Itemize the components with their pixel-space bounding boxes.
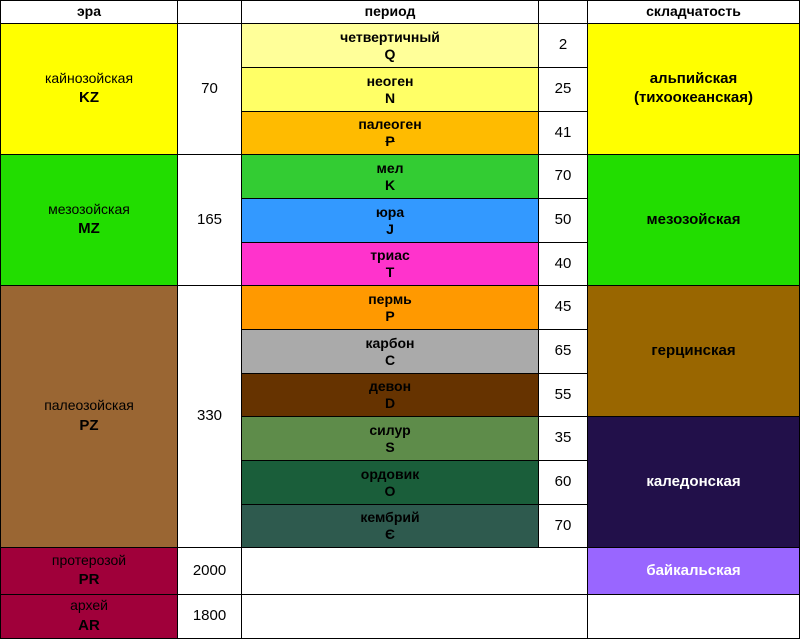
period-devonian: девон D bbox=[241, 373, 539, 417]
header-folding: складчатость bbox=[587, 0, 800, 24]
era-paleozoic: палеозойская PZ bbox=[0, 285, 178, 548]
period-code: D bbox=[384, 395, 396, 411]
period-name: силур bbox=[369, 421, 411, 438]
empty-cell bbox=[241, 547, 588, 595]
era-name: архей bbox=[70, 597, 108, 614]
period-name: четвертичный bbox=[340, 28, 440, 45]
period-code: S bbox=[385, 438, 395, 455]
period-name: палеоген bbox=[358, 116, 422, 133]
folding-hercynian: герцинская bbox=[587, 285, 800, 417]
period-code: Є bbox=[385, 526, 395, 542]
period-duration: 40 bbox=[538, 242, 588, 286]
period-name: девон bbox=[368, 378, 412, 395]
period-silurian: силур S bbox=[241, 416, 539, 461]
period-duration: 65 bbox=[538, 329, 588, 374]
period-code: C bbox=[384, 351, 396, 368]
period-duration: 55 bbox=[538, 373, 588, 417]
period-duration: 45 bbox=[538, 285, 588, 330]
era-code: MZ bbox=[78, 220, 100, 238]
period-triassic: триас T bbox=[241, 242, 539, 286]
period-code: K bbox=[384, 176, 396, 193]
period-code: J bbox=[386, 220, 394, 237]
period-duration: 2 bbox=[538, 23, 588, 68]
folding-name: байкальская bbox=[646, 561, 741, 579]
period-duration: 25 bbox=[538, 67, 588, 112]
period-duration: 60 bbox=[538, 460, 588, 505]
era-duration: 70 bbox=[177, 23, 242, 155]
era-name: палеозойская bbox=[44, 397, 134, 414]
header-blank-2 bbox=[538, 0, 588, 24]
era-code: KZ bbox=[79, 89, 99, 107]
period-name: неоген bbox=[366, 72, 414, 89]
period-duration: 70 bbox=[538, 154, 588, 199]
empty-cell bbox=[587, 594, 800, 639]
era-name: мезозойская bbox=[48, 200, 130, 217]
period-name: пермь bbox=[368, 290, 412, 307]
period-name: триас bbox=[370, 247, 410, 264]
period-duration: 50 bbox=[538, 198, 588, 243]
header-era: эра bbox=[0, 0, 178, 24]
period-name: карбон bbox=[365, 334, 415, 351]
folding-name: каледонская bbox=[646, 472, 741, 490]
folding-mesozoic: мезозойская bbox=[587, 154, 800, 286]
folding-name-alt: (тихоокеанская) bbox=[633, 89, 754, 106]
era-mesozoic: мезозойская MZ bbox=[0, 154, 178, 286]
era-archean: архей AR bbox=[0, 594, 178, 639]
era-duration: 330 bbox=[177, 285, 242, 548]
folding-alpine: альпийская (тихоокеанская) bbox=[587, 23, 800, 155]
era-name: кайнозойская bbox=[44, 69, 134, 86]
folding-baikal: байкальская bbox=[587, 547, 800, 595]
folding-caledonian: каледонская bbox=[587, 416, 800, 548]
period-name: кембрий bbox=[360, 509, 420, 526]
period-code: N bbox=[384, 89, 396, 106]
folding-name: герцинская bbox=[651, 341, 736, 359]
period-cretaceous: мел K bbox=[241, 154, 539, 199]
period-code: T bbox=[385, 264, 395, 280]
era-proterozoic: протерозой PR bbox=[0, 547, 178, 595]
era-code: PR bbox=[78, 571, 100, 589]
era-code: AR bbox=[78, 616, 100, 634]
era-name: протерозой bbox=[51, 551, 127, 568]
era-duration: 1800 bbox=[177, 594, 242, 639]
period-code: P bbox=[385, 307, 395, 324]
period-name: юра bbox=[375, 203, 405, 220]
era-duration: 2000 bbox=[177, 547, 242, 595]
header-blank-1 bbox=[177, 0, 242, 24]
empty-cell bbox=[241, 594, 588, 639]
period-ordovician: ордовик O bbox=[241, 460, 539, 505]
header-period: период bbox=[241, 0, 539, 24]
period-name: мел bbox=[376, 159, 404, 176]
period-carboniferous: карбон C bbox=[241, 329, 539, 374]
period-quaternary: четвертичный Q bbox=[241, 23, 539, 68]
folding-name: альпийская bbox=[649, 70, 738, 88]
period-duration: 35 bbox=[538, 416, 588, 461]
period-jurassic: юра J bbox=[241, 198, 539, 243]
era-cenozoic: кайнозойская KZ bbox=[0, 23, 178, 155]
period-code: P bbox=[385, 133, 395, 149]
era-duration: 165 bbox=[177, 154, 242, 286]
folding-name: мезозойская bbox=[646, 210, 741, 228]
period-paleogene: палеоген P bbox=[241, 111, 539, 155]
period-duration: 70 bbox=[538, 504, 588, 548]
period-code: Q bbox=[384, 45, 396, 62]
era-code: PZ bbox=[79, 416, 99, 434]
period-name: ордовик bbox=[360, 465, 420, 482]
period-code: O bbox=[384, 482, 396, 499]
period-neogene: неоген N bbox=[241, 67, 539, 112]
period-permian: пермь P bbox=[241, 285, 539, 330]
period-cambrian: кембрий Є bbox=[241, 504, 539, 548]
period-duration: 41 bbox=[538, 111, 588, 155]
